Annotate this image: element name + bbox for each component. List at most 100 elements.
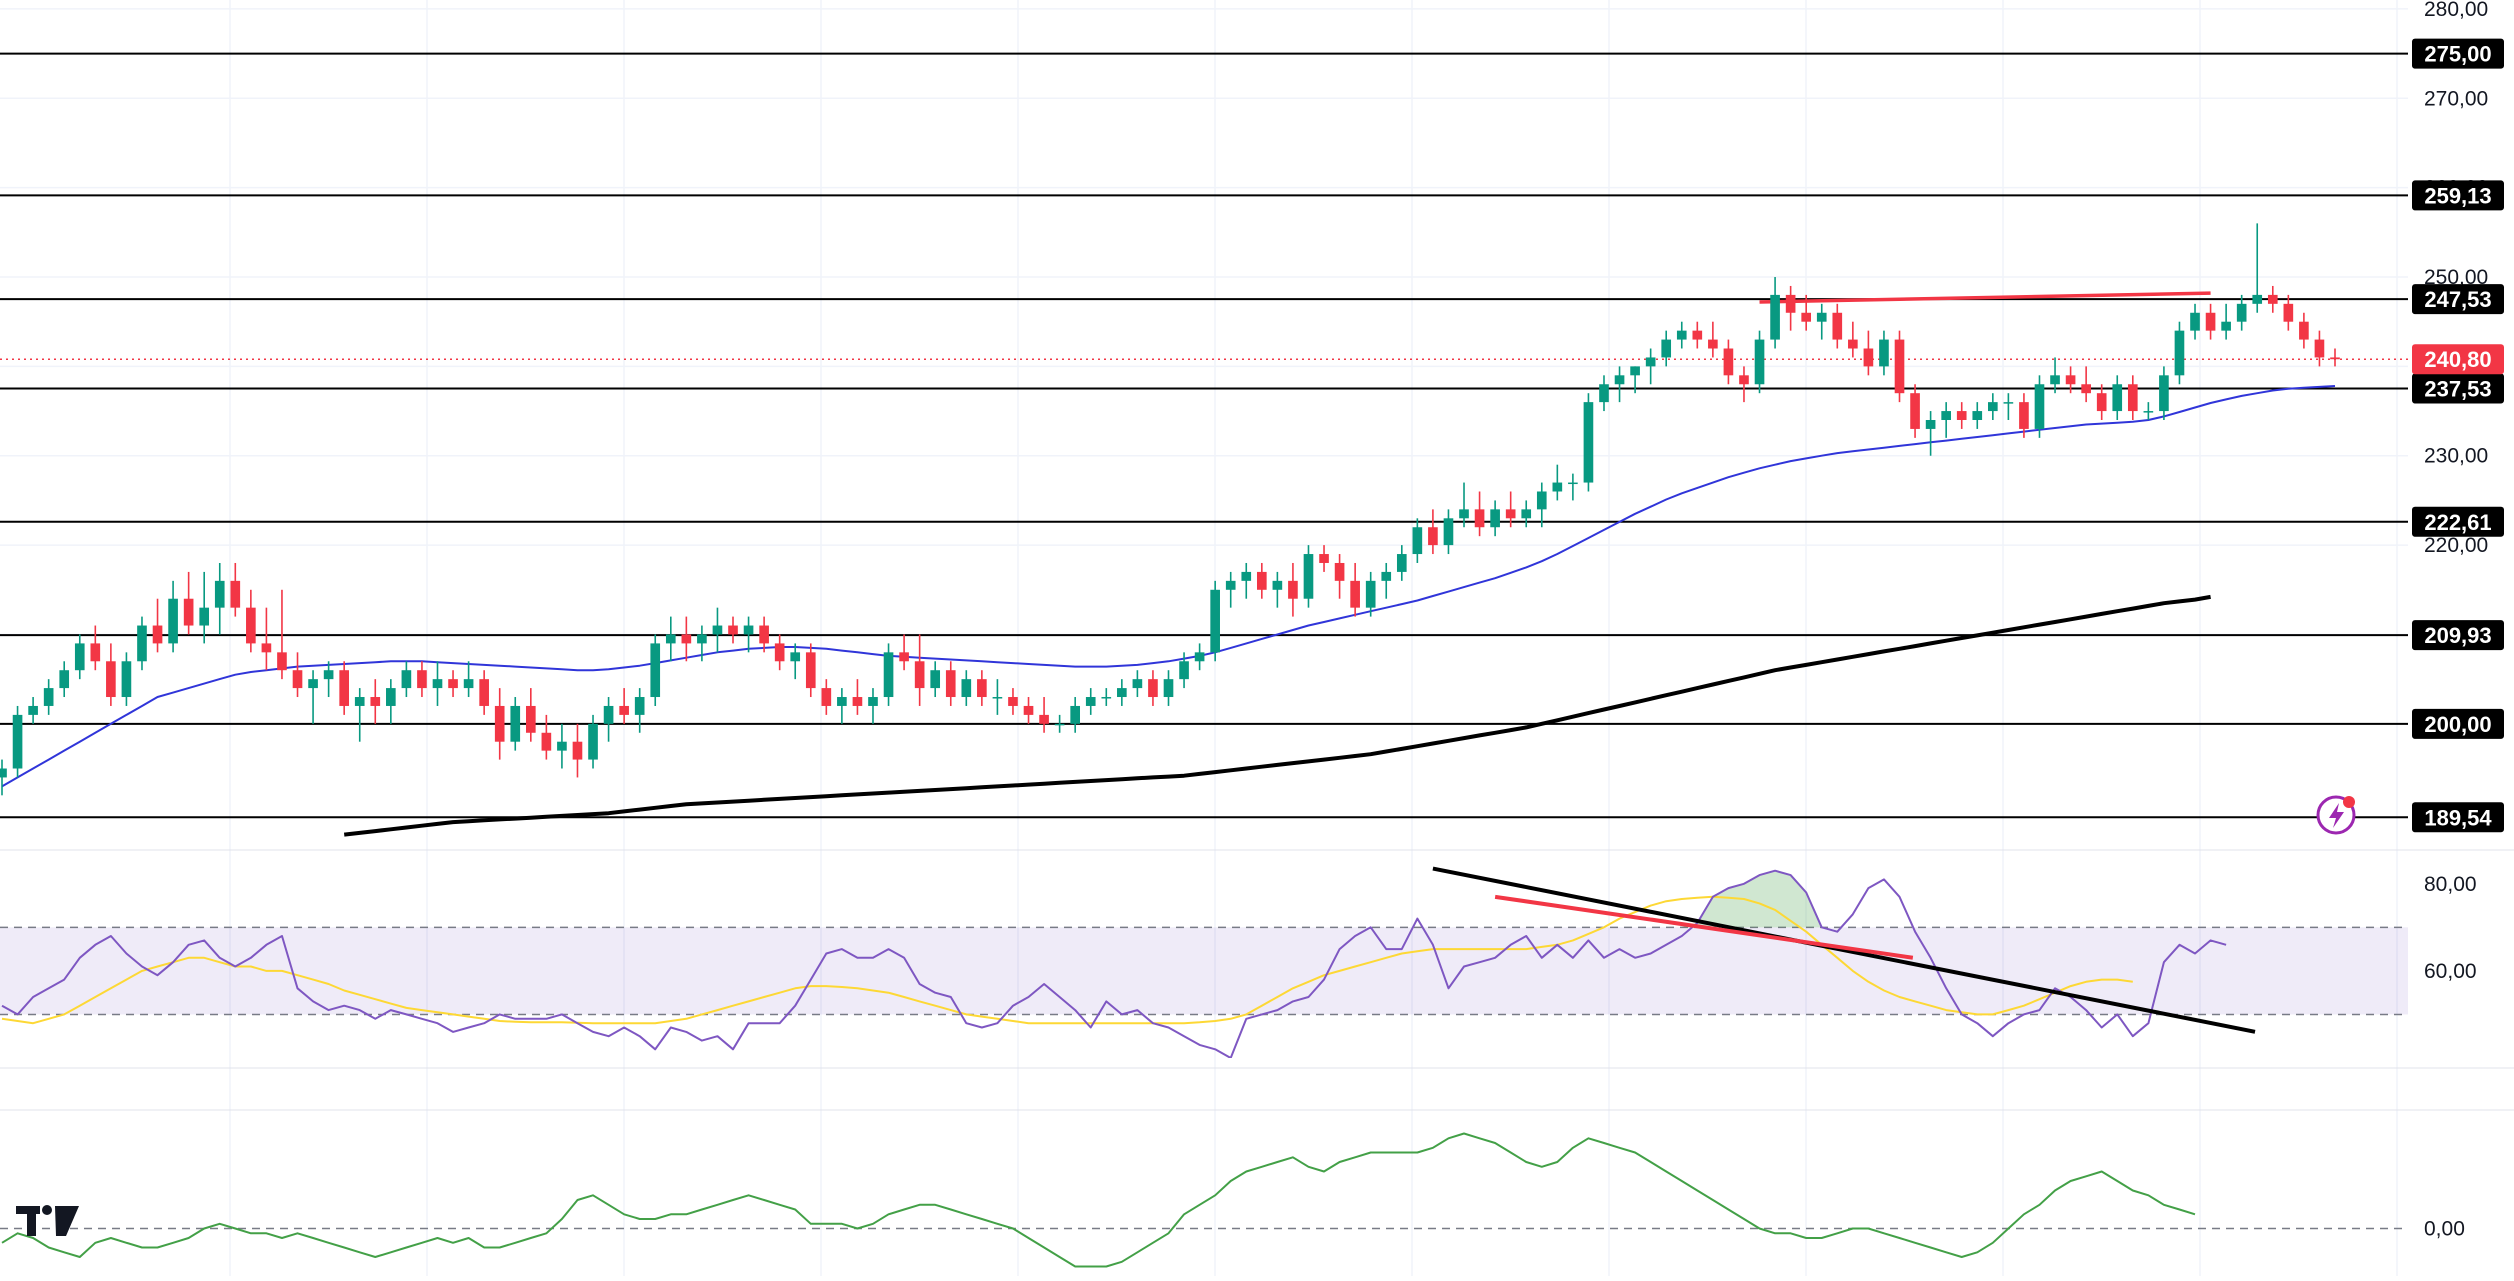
candle-body — [152, 625, 163, 644]
candle-body — [432, 679, 443, 689]
candle — [1381, 562, 1392, 599]
price-tick-label: 270,00 — [2424, 87, 2488, 110]
candle — [1008, 688, 1018, 715]
level-label-bg — [2412, 802, 2504, 833]
candle-body — [1210, 589, 1220, 653]
candle — [121, 652, 132, 706]
price-levels — [0, 52, 2408, 819]
candle — [2283, 294, 2294, 331]
candle-body — [106, 661, 116, 698]
candle — [1459, 482, 1469, 528]
rsi-trendline — [1432, 866, 2256, 1034]
candle — [1739, 366, 1749, 403]
candle — [945, 661, 956, 706]
candle-body — [588, 723, 598, 760]
candle-body — [1568, 482, 1578, 485]
candle-body — [1801, 312, 1812, 322]
candle — [2205, 303, 2216, 340]
candle — [1365, 571, 1376, 617]
candle — [852, 679, 863, 715]
candle-body — [899, 652, 909, 662]
candle-body — [448, 679, 458, 689]
candle-body — [961, 679, 972, 698]
candle-body — [2236, 303, 2247, 322]
overlay-icons — [16, 795, 2356, 1236]
candle-body — [1599, 384, 1609, 403]
candle — [1832, 303, 1843, 349]
candle-body — [557, 741, 567, 751]
level-label-text: 247,53 — [2424, 287, 2491, 312]
candle — [868, 688, 878, 724]
candle — [2330, 348, 2340, 367]
candle — [1101, 688, 1112, 706]
candle-body — [386, 688, 396, 706]
osc-panel — [1, 1132, 2196, 1268]
candle — [1396, 545, 1407, 581]
candle — [1956, 402, 1967, 429]
candle-body — [1225, 580, 1236, 590]
candle-body — [1132, 679, 1143, 689]
candle — [1723, 339, 1734, 385]
candle — [354, 688, 365, 742]
price-tick-label: 250,00 — [2424, 266, 2488, 289]
candle-body — [479, 679, 489, 706]
candle-body — [1365, 580, 1376, 608]
candle-body — [308, 679, 318, 689]
candle — [1474, 491, 1485, 537]
candle-body — [1194, 652, 1205, 662]
price-trendline — [1759, 291, 2211, 304]
candle-body — [1785, 294, 1796, 313]
candle — [323, 661, 334, 698]
candle — [930, 661, 941, 698]
level-label-bg — [2412, 38, 2504, 69]
candle-body — [945, 670, 956, 698]
candle-body — [2221, 321, 2231, 331]
level-label: 259,13 — [2412, 180, 2504, 211]
candle-body — [914, 661, 925, 689]
logo-stem — [27, 1206, 36, 1236]
candle-body — [417, 670, 427, 689]
candle — [246, 589, 256, 653]
candle-body — [1428, 527, 1438, 546]
candle — [1614, 366, 1625, 403]
candle-body — [697, 634, 707, 644]
level-label-bg — [2412, 708, 2504, 739]
candle — [743, 616, 754, 653]
logo-slash — [55, 1206, 79, 1236]
candle-body — [1972, 411, 1983, 420]
candle-body — [1879, 339, 1889, 367]
candle — [1816, 303, 1827, 340]
candle — [1801, 294, 1812, 331]
candle — [1521, 500, 1532, 528]
candle — [525, 688, 536, 742]
candle-body — [354, 697, 365, 706]
candle-body — [510, 705, 521, 742]
candle — [2096, 384, 2107, 420]
candle-body — [2112, 384, 2123, 412]
candle — [1770, 277, 1780, 349]
candle-body — [1117, 688, 1127, 698]
price-axis[interactable]: 200,00210,00220,00230,00240,00250,00260,… — [2424, 0, 2488, 1241]
candle-body — [2252, 294, 2263, 304]
price-tick-label: 280,00 — [2424, 0, 2488, 21]
candle — [2221, 303, 2231, 340]
candle-body — [137, 625, 147, 662]
candle-body — [214, 580, 225, 608]
moving-averages — [1, 291, 2336, 837]
candle — [2267, 285, 2278, 313]
candle-body — [463, 679, 474, 689]
candle — [277, 589, 287, 680]
level-label: 209,93 — [2412, 620, 2504, 651]
candle-body — [1816, 312, 1827, 322]
candle-body — [43, 688, 54, 706]
candle — [494, 688, 505, 760]
candle-body — [2283, 303, 2294, 322]
candle-body — [12, 714, 23, 769]
rsi-overbought-fill — [1681, 870, 1822, 928]
candle — [1925, 411, 1936, 456]
candle-body — [1163, 679, 1174, 698]
candle — [1023, 697, 1034, 724]
level-label-bg — [2412, 373, 2504, 404]
